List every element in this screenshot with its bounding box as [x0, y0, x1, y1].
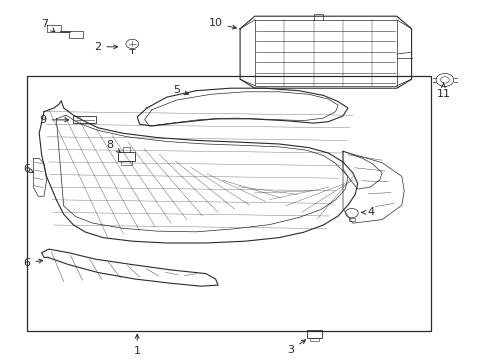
Bar [121, 161, 132, 165]
Bar [118, 152, 135, 161]
Bar [349, 218, 355, 221]
Text: 4: 4 [362, 207, 375, 217]
Text: 5: 5 [173, 85, 189, 95]
Text: 11: 11 [437, 83, 450, 99]
Text: 10: 10 [209, 18, 236, 29]
Text: 6: 6 [24, 258, 43, 268]
Text: 7: 7 [42, 19, 55, 32]
Bar [27, 76, 431, 331]
Bar [73, 116, 96, 123]
Text: 8: 8 [107, 140, 121, 152]
Text: 1: 1 [134, 334, 141, 356]
Text: 9: 9 [40, 115, 69, 125]
Bar [307, 330, 322, 338]
Text: 2: 2 [95, 42, 118, 52]
Text: 6: 6 [24, 164, 33, 174]
Text: 3: 3 [288, 340, 306, 355]
Bar [310, 338, 319, 341]
